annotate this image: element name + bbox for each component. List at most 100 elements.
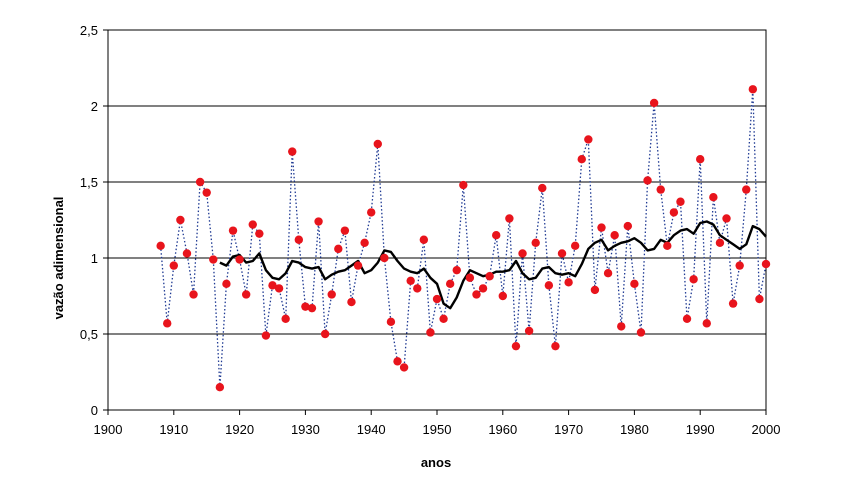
data-point: [610, 231, 619, 240]
data-point: [761, 259, 771, 269]
data-point: [748, 85, 758, 94]
data-point: [557, 249, 567, 258]
y-tick-label: 2: [91, 99, 98, 114]
data-point: [682, 314, 692, 323]
data-point: [492, 231, 501, 240]
data-point: [636, 328, 646, 337]
data-point: [209, 255, 218, 264]
data-point: [426, 328, 435, 337]
data-point: [584, 135, 593, 144]
data-point: [307, 303, 317, 313]
data-point: [235, 255, 244, 264]
x-axis-title: anos: [421, 455, 451, 470]
x-tick-label: 1940: [357, 422, 386, 437]
data-point: [294, 235, 304, 244]
data-point: [169, 261, 178, 270]
data-point: [643, 176, 652, 185]
data-point: [715, 238, 725, 247]
data-point: [617, 322, 626, 331]
x-tick-label: 1960: [488, 422, 517, 437]
data-point: [524, 326, 534, 336]
data-point: [597, 223, 606, 232]
y-tick-label: 0,5: [80, 327, 98, 342]
data-point: [498, 291, 507, 301]
data-point: [511, 341, 521, 351]
data-point: [623, 221, 633, 231]
data-point: [222, 279, 231, 289]
data-point: [327, 290, 336, 299]
data-point: [314, 217, 323, 226]
data-point: [518, 249, 527, 258]
x-tick-label: 1900: [94, 422, 123, 437]
data-point: [445, 279, 455, 289]
data-point: [459, 180, 468, 190]
data-point: [656, 185, 665, 194]
data-point: [360, 238, 369, 247]
data-point: [669, 208, 679, 217]
x-tick-label: 1970: [554, 422, 583, 437]
data-point: [353, 261, 363, 270]
data-point: [742, 185, 751, 194]
data-point: [472, 290, 481, 299]
data-point: [301, 302, 310, 311]
data-point: [380, 253, 389, 263]
data-point: [288, 147, 297, 156]
data-point: [630, 279, 639, 289]
data-point: [189, 290, 198, 299]
x-tick-label: 1920: [225, 422, 254, 437]
data-point: [268, 281, 277, 290]
data-point: [728, 299, 738, 308]
data-point: [663, 241, 672, 251]
data-point: [386, 317, 396, 327]
data-point: [590, 285, 600, 295]
data-point: [439, 314, 448, 323]
grid-layer: [108, 29, 766, 335]
data-point: [281, 314, 290, 323]
x-tick-label: 1930: [291, 422, 320, 437]
data-point: [544, 281, 554, 290]
data-point: [722, 214, 731, 223]
data-point: [373, 139, 382, 149]
annual-series-line: [159, 89, 767, 388]
x-tick-label: 2000: [752, 422, 781, 437]
data-point: [334, 244, 343, 254]
moving-average-line: [219, 220, 767, 310]
data-point: [570, 241, 580, 251]
data-point: [320, 329, 330, 339]
data-point: [340, 226, 350, 235]
data-point: [577, 155, 586, 164]
data-point: [551, 341, 560, 351]
y-axis-title: vazão adimensional: [51, 197, 66, 320]
series-layer: [156, 85, 771, 392]
data-point: [255, 229, 264, 238]
x-tick-label: 1980: [620, 422, 649, 437]
data-point: [432, 294, 442, 304]
label-layer: anos vazão adimensional: [51, 197, 451, 470]
data-point: [485, 272, 494, 281]
data-point: [261, 331, 271, 340]
axis-layer: 0 0,5 1 1,5 2 2,5 1900 1910 1920 1930 1940 1950 1960…: [80, 23, 781, 437]
data-point: [347, 297, 356, 307]
x-tick-label: 1950: [423, 422, 452, 437]
data-point: [215, 383, 225, 392]
data-point: [413, 284, 422, 293]
data-point: [182, 249, 192, 258]
data-point: [399, 363, 409, 372]
y-tick-label: 2,5: [80, 23, 98, 38]
x-tick-label: 1990: [686, 422, 715, 437]
data-point: [696, 155, 705, 164]
data-point: [241, 290, 251, 299]
data-point: [393, 357, 402, 366]
data-point: [531, 238, 540, 247]
y-tick-label: 1,5: [80, 175, 98, 190]
data-point: [505, 214, 514, 223]
data-point: [538, 183, 547, 193]
data-point: [689, 275, 698, 284]
data-point: [649, 98, 659, 108]
data-point: [735, 261, 744, 270]
data-point: [755, 294, 764, 304]
plot-frame: [107, 29, 767, 411]
data-point: [702, 319, 711, 328]
x-tick-label: 1910: [159, 422, 188, 437]
